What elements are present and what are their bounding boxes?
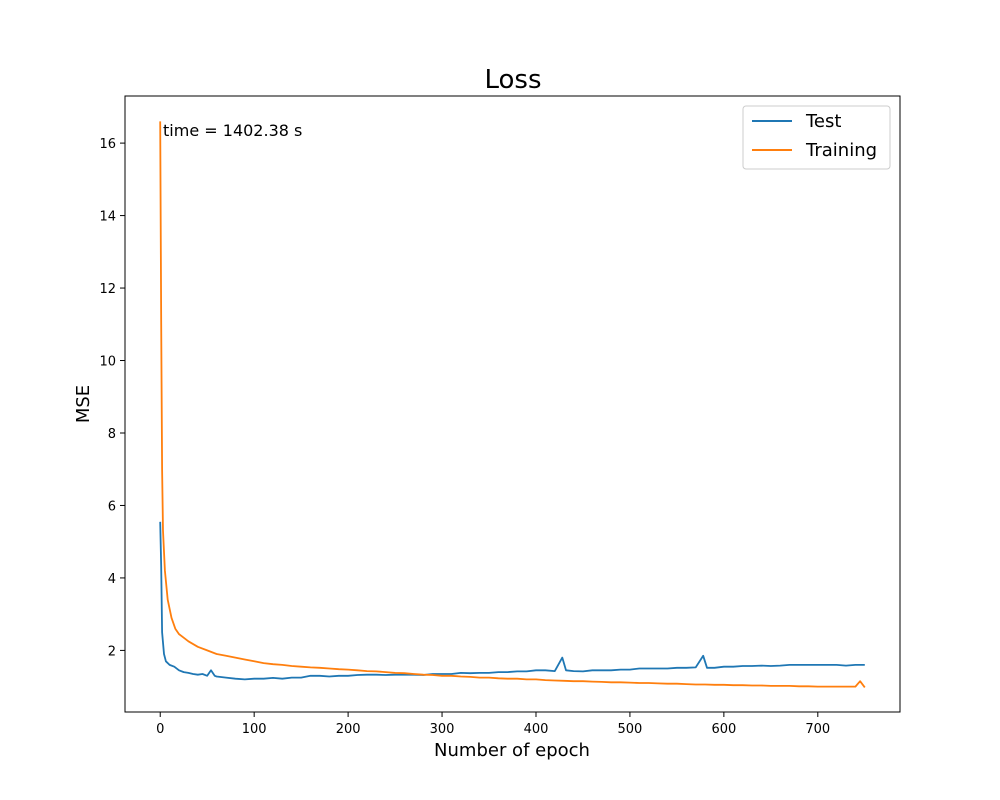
x-tick-label: 500 — [618, 722, 643, 737]
legend-label-training: Training — [805, 140, 877, 161]
x-tick-label: 0 — [156, 722, 164, 737]
y-tick-label: 14 — [99, 210, 116, 225]
time-annotation: time = 1402.38 s — [163, 121, 302, 140]
y-tick-label: 6 — [108, 499, 116, 514]
y-tick-label: 10 — [99, 355, 116, 370]
series-line-training — [159, 121, 866, 688]
y-tick-label: 16 — [99, 137, 116, 152]
y-tick-label: 8 — [108, 427, 116, 442]
y-tick-label: 12 — [99, 282, 116, 297]
series-line-test — [159, 521, 865, 681]
y-axis-label: MSE — [73, 385, 94, 423]
chart-title: Loss — [484, 65, 541, 95]
x-tick-label: 400 — [524, 722, 549, 737]
legend: Test Training — [742, 105, 891, 170]
y-tick-label: 4 — [108, 572, 116, 587]
plot-frame — [124, 95, 901, 713]
x-tick-label: 300 — [430, 722, 455, 737]
x-tick-label: 600 — [711, 722, 736, 737]
x-tick-label: 100 — [242, 722, 267, 737]
x-axis-label: Number of epoch — [434, 740, 590, 761]
x-axis: 0 100 200 300 400 500 600 700 — [156, 712, 830, 737]
y-axis: 2 4 6 8 10 12 14 16 — [99, 137, 125, 659]
legend-label-test: Test — [805, 111, 841, 132]
x-tick-label: 700 — [805, 722, 830, 737]
x-tick-label: 200 — [336, 722, 361, 737]
y-tick-label: 2 — [108, 644, 116, 659]
plot-lines — [159, 121, 866, 688]
